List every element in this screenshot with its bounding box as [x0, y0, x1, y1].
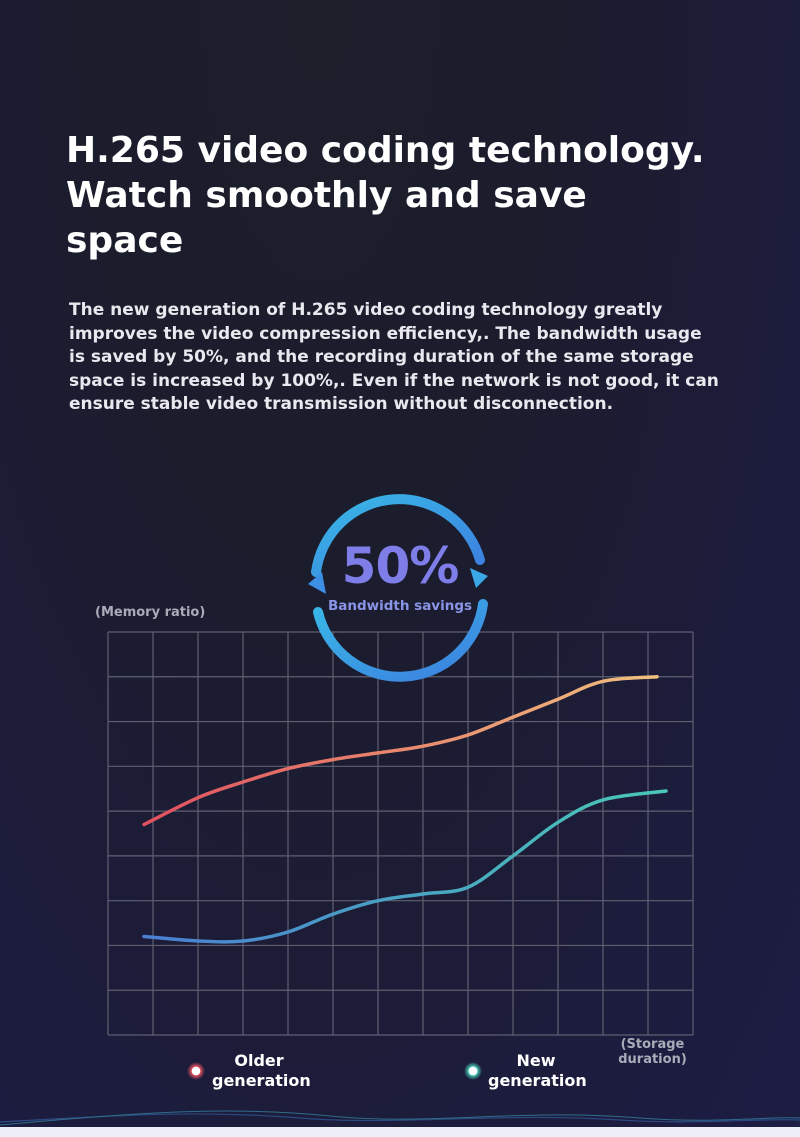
legend-marker-older-generation — [187, 1062, 205, 1080]
chart-grid — [107, 631, 694, 1036]
legend-marker-new-generation — [464, 1062, 482, 1080]
bandwidth-badge-ring — [308, 494, 488, 682]
badge-percentage: 50% — [341, 537, 460, 595]
series-line-new-generation — [142, 789, 668, 944]
page-description: The new generation of H.265 video coding… — [69, 300, 719, 414]
y-axis-label: (Memory ratio) — [95, 605, 206, 620]
page-title: H.265 video coding technology. Watch smo… — [66, 130, 705, 261]
bottom-wave-decoration — [0, 1110, 800, 1126]
badge-label: Bandwidth savings — [327, 598, 473, 614]
x-axis-label: (Storage duration) — [618, 1037, 687, 1067]
legend-label-older-generation: Older generation — [212, 1051, 311, 1090]
series-line-older-generation — [142, 675, 659, 827]
legend-label-new-generation: New generation — [488, 1051, 587, 1090]
bottom-strip — [0, 1127, 800, 1137]
